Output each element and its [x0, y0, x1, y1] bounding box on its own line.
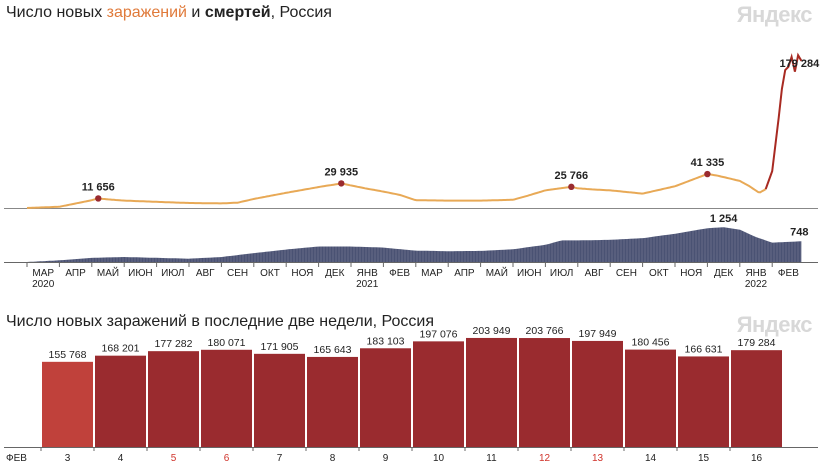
- bar-category-label: 8: [330, 453, 336, 464]
- x-tick-label: МАЙ: [486, 266, 508, 279]
- x-tick-label: ИЮН: [128, 268, 153, 279]
- bar-category-label: 16: [751, 453, 763, 464]
- bar-category-label: 12: [539, 453, 551, 464]
- bar: [148, 351, 199, 447]
- bar: [731, 350, 782, 447]
- x-tick-label: АВГ: [585, 268, 604, 279]
- bar-category-label: 15: [698, 453, 710, 464]
- bar-value-label: 197 076: [420, 328, 458, 340]
- x-tick-label: ДЕК: [325, 268, 344, 279]
- cases-data-label: 25 766: [554, 170, 588, 182]
- deaths-area-series: [27, 227, 802, 262]
- x-tick-label: АПР: [454, 268, 475, 279]
- bar-category-label: 6: [224, 453, 230, 464]
- bar-category-label: 9: [383, 453, 389, 464]
- bar-value-label: 177 282: [155, 338, 193, 350]
- x-tick-label: СЕН: [616, 268, 637, 279]
- bar-category-label: 7: [277, 453, 283, 464]
- yandex-logo: Яндекс: [736, 2, 813, 27]
- x-tick-label: МАЙ: [97, 266, 119, 279]
- cases-peak-dot: [568, 183, 575, 191]
- x-tick-label: ОКТ: [649, 268, 669, 279]
- chart1-title-suffix: , Россия: [270, 4, 332, 21]
- x-tick-label: АВГ: [196, 268, 215, 279]
- x-tick-label: НОЯ: [291, 268, 313, 279]
- x-tick-label: АПР: [65, 268, 86, 279]
- bar-category-label: 3: [65, 453, 71, 464]
- bar-value-label: 203 766: [526, 325, 564, 337]
- bar-value-label: 155 768: [49, 349, 87, 361]
- bar: [519, 338, 570, 447]
- chart2-title: Число новых заражений в последние две не…: [6, 313, 434, 330]
- bar-value-label: 197 949: [579, 328, 617, 340]
- bar: [625, 349, 676, 447]
- cases-data-label: 29 935: [324, 166, 358, 178]
- x-tick-label: ДЕК: [714, 268, 733, 279]
- x-tick-label: МАР: [421, 268, 443, 279]
- x-tick-label: ОКТ: [260, 268, 280, 279]
- bar: [42, 361, 93, 447]
- bar-value-label: 183 103: [367, 335, 405, 347]
- chart1-title-mid: и: [186, 4, 205, 21]
- cases-peak-dot: [704, 170, 711, 178]
- bar-category-label: 5: [171, 453, 177, 464]
- x-tick-label: ИЮЛ: [161, 268, 184, 279]
- bar-value-label: 179 284: [738, 337, 776, 349]
- bar: [413, 341, 464, 447]
- bar-value-label: 180 071: [208, 337, 246, 349]
- bar: [95, 355, 146, 447]
- x-tick-label: ФЕВ: [389, 268, 410, 279]
- bar: [254, 353, 305, 447]
- x-tick-label: ЯНВ: [357, 268, 378, 279]
- bar: [572, 340, 623, 447]
- bar-category-label: 11: [486, 453, 497, 464]
- x-tick-label: СЕН: [227, 268, 248, 279]
- bar-value-label: 180 456: [632, 337, 670, 349]
- bar-category-label: 4: [118, 453, 124, 464]
- x-tick-label: ЯНВ: [745, 268, 766, 279]
- bar: [678, 356, 729, 447]
- cases-data-label: 179 284: [779, 58, 820, 70]
- chart1-title-cases: заражений: [106, 4, 187, 21]
- chart1-svg: 11 656 29 935 25 766 41 335 179 284 1 254 748 М…: [4, 52, 820, 290]
- deaths-data-label: 748: [790, 226, 808, 238]
- cases-peak-dot: [338, 180, 345, 187]
- year-label: 2021: [356, 279, 379, 290]
- year-label: 2022: [745, 279, 768, 290]
- cases-data-label: 11 656: [82, 181, 115, 193]
- x-tick-label: НОЯ: [680, 268, 702, 279]
- bar-value-label: 165 643: [314, 344, 352, 356]
- bar: [466, 337, 517, 447]
- bar-value-label: 203 949: [473, 325, 511, 337]
- chart1-title-deaths: смертей: [204, 4, 271, 21]
- bar-value-label: 168 201: [102, 343, 140, 355]
- bar-value-label: 171 905: [261, 341, 299, 353]
- x-tick-label: ИЮЛ: [550, 268, 573, 279]
- bar-category-label: 14: [645, 453, 657, 464]
- year-label: 2020: [32, 279, 55, 290]
- bar-month-label: ФЕВ: [6, 453, 27, 464]
- bar: [201, 349, 252, 447]
- deaths-data-label: 1 254: [710, 213, 738, 225]
- chart1-title-prefix: Число новых: [6, 4, 107, 21]
- bar-category-label: 10: [433, 453, 445, 464]
- cases-peak-dot: [95, 195, 102, 202]
- cases-line-series: [26, 173, 767, 209]
- cases-line-recent: [764, 52, 803, 190]
- bar-category-label: 13: [592, 453, 604, 464]
- x-tick-label: ФЕВ: [778, 268, 799, 279]
- cases-data-label: 41 335: [691, 157, 725, 169]
- bar-value-label: 166 631: [685, 343, 723, 355]
- x-tick-label: МАР: [32, 268, 54, 279]
- chart1-title: Число новых заражений и смертей, Россия: [6, 4, 332, 22]
- bar: [360, 348, 411, 447]
- x-tick-label: ИЮН: [517, 268, 542, 279]
- yandex-logo-2: Яндекс: [736, 312, 813, 337]
- bar: [307, 356, 358, 447]
